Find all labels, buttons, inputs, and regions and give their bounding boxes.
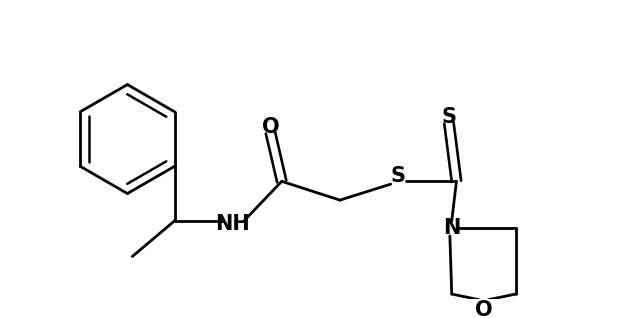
Text: S: S [442,107,456,128]
Text: O: O [475,300,493,318]
Text: S: S [390,166,406,186]
Text: N: N [443,218,460,238]
Text: O: O [262,117,279,137]
Text: NH: NH [216,214,250,234]
